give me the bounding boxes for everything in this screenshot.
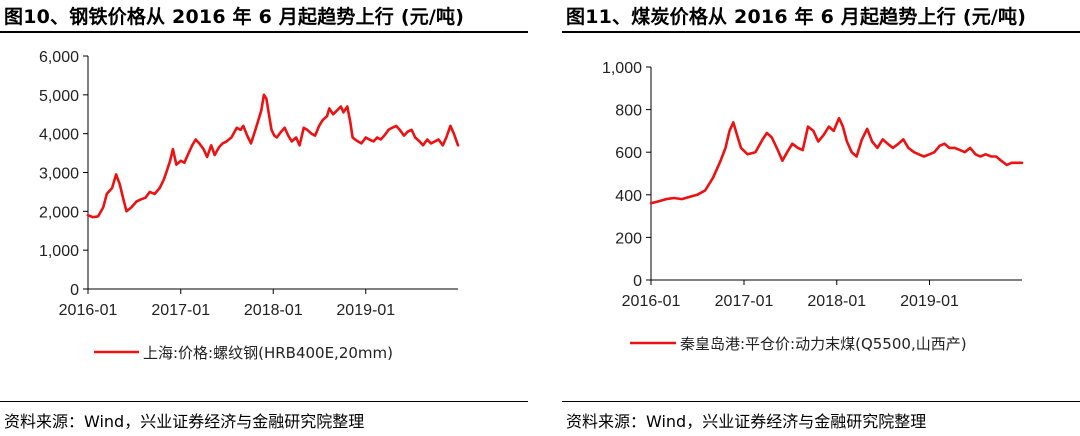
source-divider <box>0 401 528 402</box>
y-tick-label: 200 <box>615 230 642 247</box>
y-tick-label: 400 <box>615 188 642 205</box>
y-tick-label: 5,000 <box>39 88 79 105</box>
chart-title: 图11、煤炭价格从 2016 年 6 月起趋势上行 (元/吨) <box>566 6 1027 28</box>
y-tick-label: 2,000 <box>39 204 79 221</box>
y-tick-label: 0 <box>633 273 642 290</box>
series-line <box>86 93 460 219</box>
y-tick-label: 600 <box>615 145 642 162</box>
source-note: 资料来源：Wind，兴业证券经济与金融研究院整理 <box>4 412 365 431</box>
series-line <box>649 116 1024 205</box>
title-divider <box>0 31 528 33</box>
legend-label: 上海:价格:螺纹钢(HRB400E,20mm) <box>143 344 393 362</box>
legend-label: 秦皇岛港:平仓价:动力末煤(Q5500,山西产) <box>680 335 967 353</box>
x-tick-label: 2019-01 <box>900 293 959 310</box>
y-tick-label: 0 <box>70 282 79 299</box>
y-tick-label: 1,000 <box>39 243 79 260</box>
source-note: 资料来源：Wind，兴业证券经济与金融研究院整理 <box>566 412 927 431</box>
x-tick-label: 2016-01 <box>59 302 118 319</box>
y-tick-label: 800 <box>615 103 642 120</box>
x-tick-label: 2017-01 <box>715 293 774 310</box>
chart-panel-coal: 图11、煤炭价格从 2016 年 6 月起趋势上行 (元/吨) 0 200 400 6… <box>562 0 1080 436</box>
chart-title: 图10、钢铁价格从 2016 年 6 月起趋势上行 (元/吨) <box>4 6 465 28</box>
y-tick-label: 4,000 <box>39 127 79 144</box>
y-tick-label: 1,000 <box>602 60 642 77</box>
x-tick-label: 2017-01 <box>151 302 210 319</box>
x-tick-label: 2016-01 <box>622 293 681 310</box>
title-divider <box>562 31 1080 33</box>
coal-price-chart: 0 200 400 600 800 1,000 2016-01 2017-01 2018-01 2… <box>602 60 1024 353</box>
steel-price-chart: 0 1,000 2,000 3,000 4,000 5,000 6,000 2016-01 20… <box>39 49 460 362</box>
x-tick-label: 2019-01 <box>336 302 395 319</box>
source-divider <box>562 401 1080 402</box>
x-tick-label: 2018-01 <box>244 302 303 319</box>
chart-panel-steel: 图10、钢铁价格从 2016 年 6 月起趋势上行 (元/吨) 0 1,000 2,… <box>0 0 528 436</box>
y-tick-label: 3,000 <box>39 166 79 183</box>
x-tick-label: 2018-01 <box>807 293 866 310</box>
y-tick-label: 6,000 <box>39 49 79 66</box>
